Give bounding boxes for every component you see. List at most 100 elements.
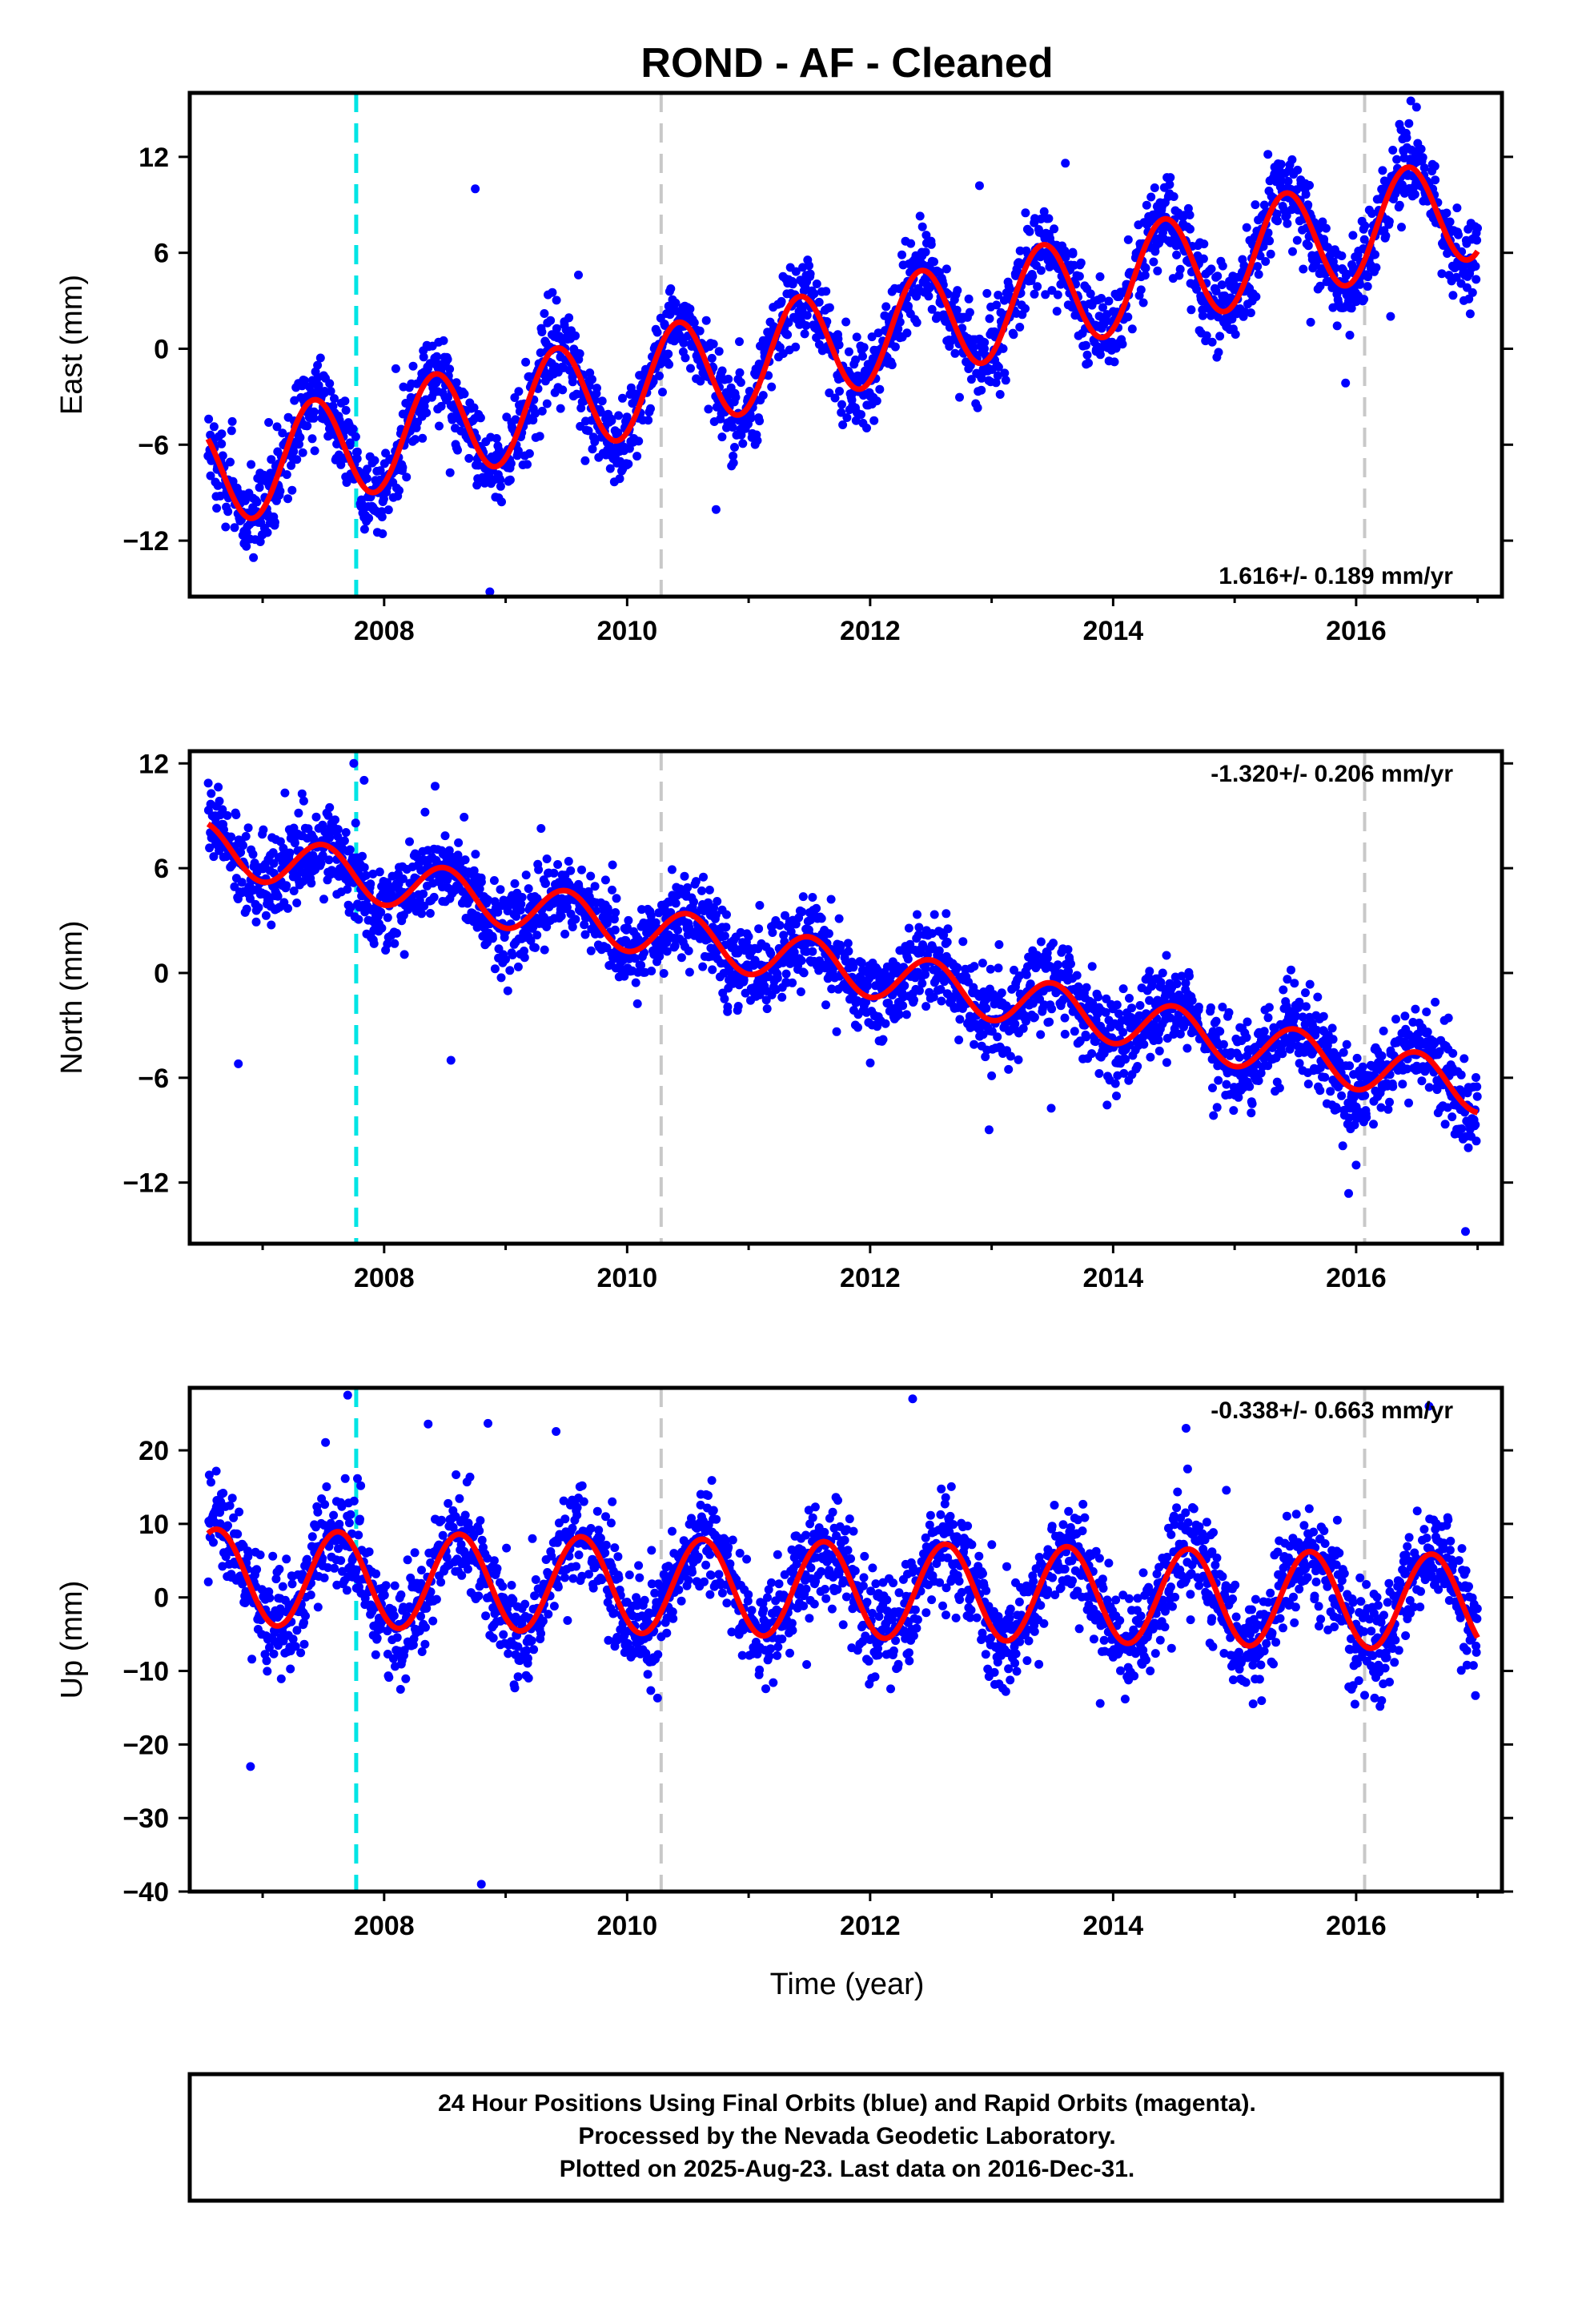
data-point <box>1259 200 1269 210</box>
data-point <box>1261 257 1271 266</box>
data-point <box>505 966 515 975</box>
data-point <box>1283 176 1293 186</box>
data-point <box>203 778 213 788</box>
data-point <box>221 522 231 532</box>
data-point <box>857 958 866 967</box>
data-point <box>471 850 480 859</box>
data-point <box>1472 1073 1480 1082</box>
data-point <box>805 261 813 271</box>
data-point <box>662 947 672 956</box>
data-point <box>1030 1012 1039 1022</box>
data-point <box>1142 200 1151 210</box>
data-point <box>712 947 721 956</box>
data-point <box>464 453 474 463</box>
data-point <box>454 838 464 847</box>
data-point <box>1381 231 1391 240</box>
data-point <box>1442 208 1452 218</box>
data-point <box>381 448 391 458</box>
data-point <box>496 475 505 485</box>
data-point <box>1422 1007 1431 1017</box>
data-point <box>647 967 656 975</box>
data-point <box>419 352 428 362</box>
data-point <box>604 907 613 916</box>
data-point <box>1363 282 1372 292</box>
data-point <box>1202 331 1211 340</box>
outlier-point <box>485 587 495 597</box>
data-point <box>1231 330 1240 339</box>
data-point <box>520 947 528 955</box>
data-point <box>1376 1103 1386 1112</box>
data-point <box>626 383 636 392</box>
data-point <box>297 789 307 798</box>
data-point <box>893 324 903 334</box>
data-point <box>209 852 219 862</box>
data-point <box>537 328 547 336</box>
data-point <box>1198 311 1207 320</box>
data-point <box>1110 1079 1120 1088</box>
data-point <box>352 447 362 456</box>
data-point <box>980 344 989 353</box>
data-point <box>773 973 782 983</box>
data-point <box>1298 1012 1307 1022</box>
data-point <box>1187 995 1197 1005</box>
data-point <box>722 910 731 919</box>
data-point <box>869 416 879 425</box>
data-point <box>448 415 457 424</box>
data-point <box>1177 971 1186 981</box>
data-point <box>658 388 667 397</box>
data-point <box>680 871 689 881</box>
data-point <box>383 939 392 949</box>
data-point <box>1118 340 1127 349</box>
data-point <box>1348 231 1358 240</box>
data-point <box>1445 217 1455 227</box>
data-point <box>837 400 846 409</box>
data-point <box>954 1035 964 1045</box>
data-point <box>1118 984 1128 994</box>
data-point <box>1437 269 1447 279</box>
data-point <box>830 393 840 403</box>
data-point <box>1432 1085 1442 1095</box>
data-point <box>420 401 429 411</box>
data-point <box>290 838 299 848</box>
data-point <box>511 415 520 424</box>
data-point <box>1136 285 1146 295</box>
data-point <box>977 385 986 395</box>
data-point <box>453 445 462 455</box>
data-point <box>1423 1027 1432 1037</box>
data-point <box>326 387 335 396</box>
data-point <box>1472 235 1482 245</box>
data-point <box>858 352 867 361</box>
data-point <box>267 455 276 464</box>
data-point <box>230 523 239 533</box>
data-point <box>354 915 363 924</box>
data-point <box>379 494 388 504</box>
data-point <box>714 347 724 356</box>
data-point <box>721 923 731 932</box>
data-point <box>736 378 745 388</box>
data-point <box>328 401 338 411</box>
data-point <box>689 318 699 328</box>
data-point <box>1072 971 1082 980</box>
data-point <box>1104 296 1114 306</box>
data-point <box>684 946 693 955</box>
data-point <box>417 909 427 919</box>
data-point <box>1247 1099 1257 1108</box>
data-point <box>872 396 881 406</box>
data-point <box>460 389 469 399</box>
data-point <box>1064 967 1074 976</box>
data-point <box>611 908 620 917</box>
data-point <box>574 270 583 279</box>
data-point <box>1315 1063 1325 1072</box>
data-point <box>630 954 640 963</box>
data-point <box>934 946 944 955</box>
data-point <box>1082 1032 1091 1042</box>
data-point <box>1424 1083 1434 1092</box>
data-point <box>237 878 247 887</box>
data-point <box>1358 1062 1367 1072</box>
data-point <box>970 962 979 971</box>
data-point <box>352 454 362 464</box>
data-point <box>275 486 285 496</box>
data-point <box>735 368 745 377</box>
data-point <box>1288 247 1297 256</box>
data-point <box>1468 287 1477 297</box>
